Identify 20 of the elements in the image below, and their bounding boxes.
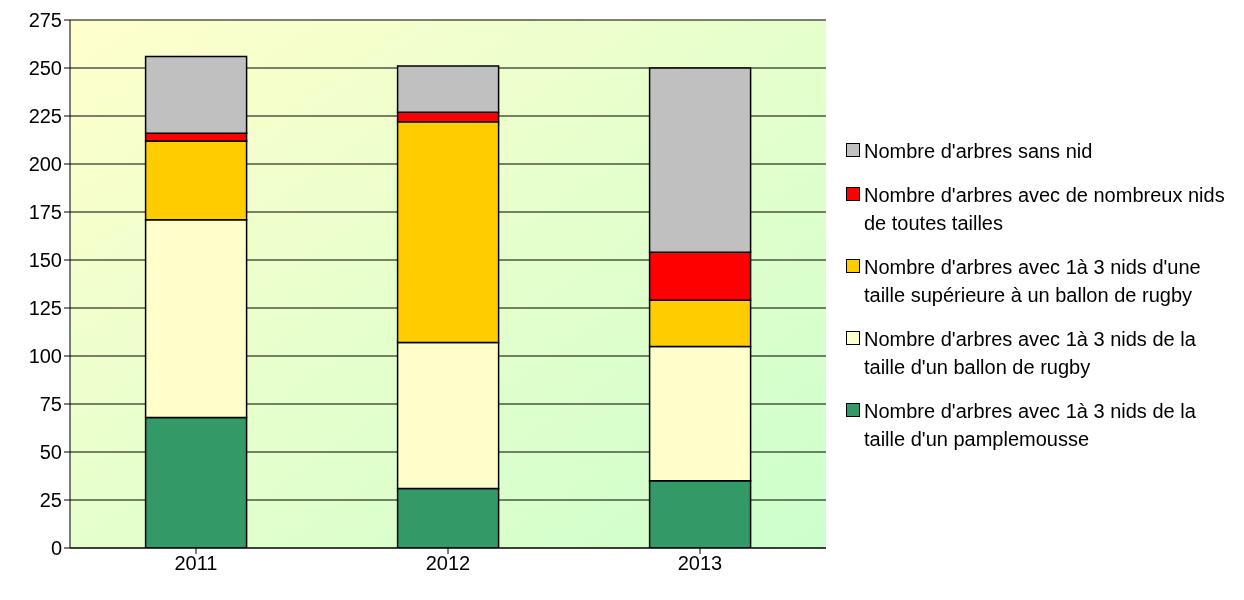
y-tick-label: 200 bbox=[28, 153, 62, 176]
y-tick-label: 75 bbox=[39, 393, 62, 416]
y-tick-label: 175 bbox=[28, 201, 62, 224]
y-tick-label: 125 bbox=[28, 297, 62, 320]
y-tick-label: 25 bbox=[39, 489, 62, 512]
y-tick-label: 50 bbox=[39, 441, 62, 464]
y-tick-label: 150 bbox=[28, 249, 62, 272]
x-tick-label: 2011 bbox=[174, 552, 218, 575]
y-tick-label: 250 bbox=[28, 57, 62, 80]
legend-label: Nombre d'arbres avec 1à 3 nids de la taille d'un pamplemousse bbox=[864, 399, 1197, 452]
y-tick-label: 100 bbox=[28, 345, 62, 368]
y-tick-label: 0 bbox=[50, 537, 62, 560]
x-tick-label: 2013 bbox=[677, 552, 723, 575]
y-tick-label: 275 bbox=[28, 9, 62, 32]
legend-label: Nombre d'arbres sans nid bbox=[864, 139, 1093, 164]
legend-label: Nombre d'arbres avec de nombreux nids de toutes tailles bbox=[864, 183, 1226, 236]
x-tick-label: 2012 bbox=[425, 552, 471, 575]
y-tick-label: 225 bbox=[28, 105, 62, 128]
legend-label: Nombre d'arbres avec 1à 3 nids d'une taille supérieure à un ballon de rugby bbox=[864, 255, 1202, 308]
legend-label: Nombre d'arbres avec 1à 3 nids de la taille d'un ballon de rugby bbox=[864, 327, 1197, 380]
